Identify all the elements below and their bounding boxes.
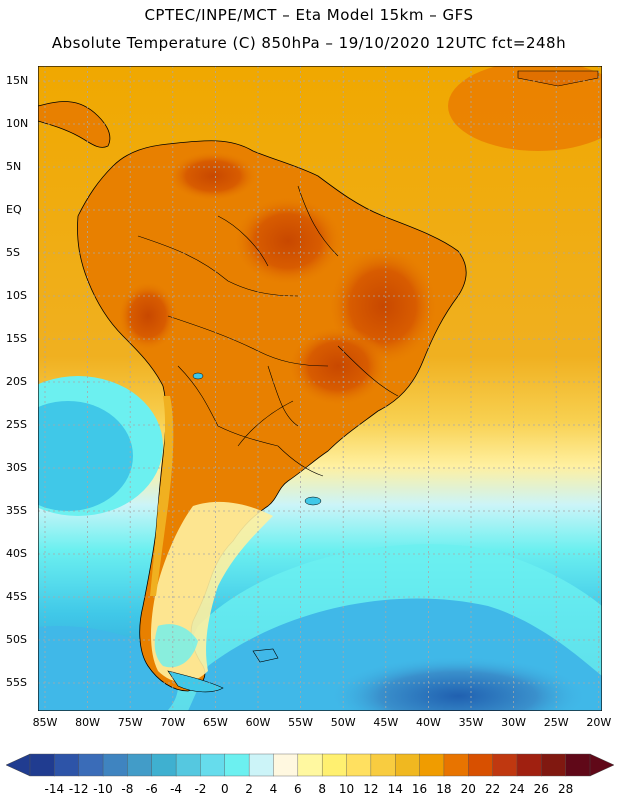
colorbar-swatch — [297, 753, 323, 777]
lat-label: 45S — [6, 590, 27, 603]
colorbar-tick-label: 14 — [387, 782, 403, 796]
lat-label: 55S — [6, 676, 27, 689]
hot-region-amazon — [233, 196, 343, 286]
lon-label: 55W — [288, 716, 314, 729]
lake-titicaca — [192, 372, 204, 380]
colorbar-swatch — [321, 753, 348, 777]
hot-region-north — [168, 151, 258, 201]
lat-label: 5S — [6, 246, 20, 259]
lat-label: 25S — [6, 418, 27, 431]
lat-label: 35S — [6, 504, 27, 517]
lat-label: 15S — [6, 332, 27, 345]
lat-label: 30S — [6, 461, 27, 474]
colorbar-tick-label: -4 — [170, 782, 183, 796]
colorbar-tick-label: -10 — [93, 782, 113, 796]
falkland-islands — [252, 648, 279, 663]
lat-label: 5N — [6, 160, 22, 173]
colorbar-tick-label: 0 — [220, 782, 229, 796]
lon-label: 40W — [415, 716, 441, 729]
lon-label: 60W — [245, 716, 271, 729]
lon-label: 20W — [586, 716, 612, 729]
colorbar-swatch — [419, 753, 445, 777]
lon-label: 85W — [32, 716, 58, 729]
colorbar-tick-label: 20 — [460, 782, 476, 796]
warm-ocean-patch — [448, 66, 602, 151]
colorbar-tick-label: 4 — [269, 782, 278, 796]
colorbar-tick-label: 10 — [338, 782, 355, 796]
colorbar-swatch — [541, 753, 567, 777]
lon-label: 45W — [373, 716, 399, 729]
colorbar-swatch — [175, 753, 201, 777]
map-title: CPTEC/INPE/MCT – Eta Model 15km – GFS — [144, 6, 474, 24]
colorbar-swatch — [346, 753, 372, 777]
colorbar-swatch — [443, 753, 469, 777]
pacific-cold-inner — [38, 401, 133, 511]
colorbar-tick-label: -14 — [44, 782, 65, 796]
colorbar-swatch — [200, 753, 226, 777]
colorbar-swatch — [565, 753, 591, 777]
colorbar-swatch — [248, 753, 274, 777]
lon-label: 30W — [501, 716, 527, 729]
colorbar-tick-label: 16 — [411, 782, 428, 796]
colorbar-tick-label: 6 — [293, 782, 302, 796]
colorbar-swatch — [516, 753, 542, 777]
colorbar-swatch — [370, 753, 396, 777]
map-subtitle: Absolute Temperature (C) 850hPa – 19/10/… — [51, 34, 567, 52]
lon-label: 50W — [330, 716, 356, 729]
lat-label: 40S — [6, 547, 27, 560]
deep-cold-patch — [328, 656, 588, 711]
colorbar-max-arrow — [589, 753, 615, 777]
colorbar-tick-label: -8 — [121, 782, 134, 796]
lat-lon-grid — [38, 66, 602, 711]
colorbar-swatch — [151, 753, 177, 777]
colorbar-swatch — [29, 753, 55, 777]
caribbean-islands — [517, 70, 599, 87]
lon-label: 70W — [160, 716, 186, 729]
lat-label: 15N — [6, 74, 29, 87]
colorbar-swatch — [78, 753, 104, 777]
temperature-map — [38, 66, 602, 711]
colorbar-swatch — [54, 753, 80, 777]
lat-label: 10N — [6, 117, 29, 130]
cold-patagonia — [154, 624, 198, 668]
lon-label: 65W — [202, 716, 228, 729]
colorbar-tick-label: -2 — [194, 782, 207, 796]
patos-lagoon — [304, 496, 322, 506]
map-panel — [38, 66, 602, 711]
colorbar-tick-label: -6 — [145, 782, 158, 796]
colorbar-tick-label: 8 — [318, 782, 326, 796]
colorbar-swatch — [127, 753, 153, 777]
hot-region-southcentral — [288, 326, 388, 406]
lon-label: 80W — [75, 716, 101, 729]
colorbar-tick-label: 12 — [363, 782, 379, 796]
lat-label: EQ — [6, 203, 22, 216]
lat-label: 20S — [6, 375, 27, 388]
tierra-del-fuego — [167, 670, 224, 693]
colorbar-min-arrow — [5, 753, 31, 777]
colorbar — [5, 753, 615, 777]
colorbar-swatch — [224, 753, 250, 777]
colorbar-tick-label: 22 — [484, 782, 501, 796]
colorbar-tick-label: 18 — [436, 782, 452, 796]
hot-region-peru — [118, 281, 178, 351]
colorbar-swatch — [395, 753, 421, 777]
lat-label: 50S — [6, 633, 27, 646]
colorbar-swatch — [273, 753, 299, 777]
lon-label: 35W — [458, 716, 484, 729]
andes-strip — [150, 396, 174, 596]
colorbar-swatch — [492, 753, 518, 777]
lon-label: 25W — [543, 716, 569, 729]
colorbar-tick-label: 26 — [533, 782, 549, 796]
lat-label: 10S — [6, 289, 27, 302]
lon-label: 75W — [117, 716, 143, 729]
colorbar-tick-label: -12 — [68, 782, 89, 796]
colorbar-tick-label: 28 — [558, 782, 574, 796]
colorbar-swatch — [468, 753, 494, 777]
colorbar-swatch — [102, 753, 128, 777]
colorbar-tick-label: 24 — [509, 782, 525, 796]
colorbar-tick-label: 2 — [245, 782, 253, 796]
